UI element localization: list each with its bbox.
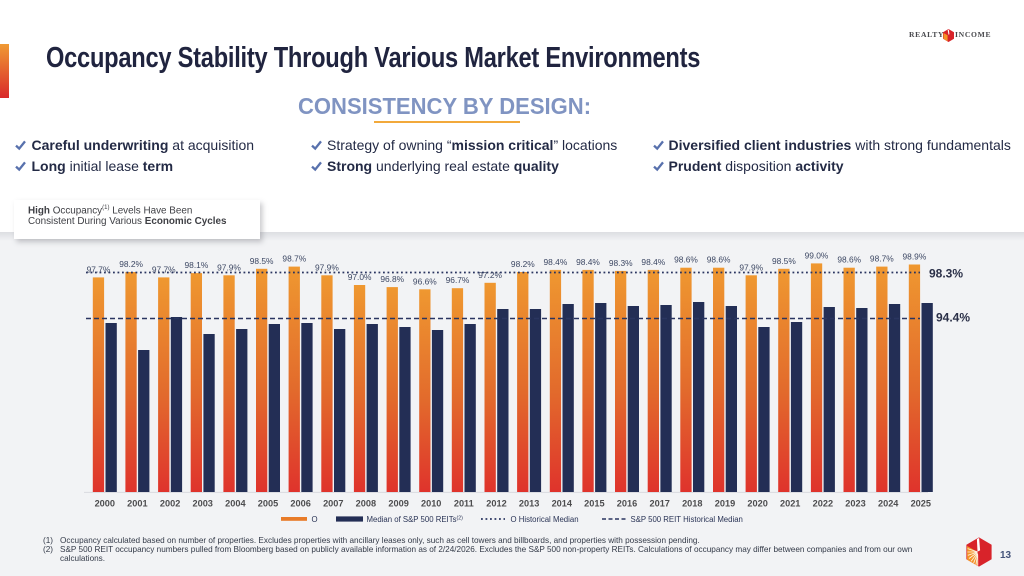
- svg-text:2010: 2010: [421, 499, 441, 509]
- svg-text:2024: 2024: [878, 499, 899, 509]
- svg-text:Median of S&P 500 REITs(2): Median of S&P 500 REITs(2): [367, 515, 464, 524]
- svg-text:98.3%: 98.3%: [929, 267, 963, 281]
- svg-text:2008: 2008: [356, 499, 376, 509]
- svg-text:97.9%: 97.9%: [739, 262, 763, 272]
- svg-text:2025: 2025: [911, 499, 931, 509]
- svg-text:98.2%: 98.2%: [511, 259, 535, 269]
- svg-text:2001: 2001: [127, 499, 147, 509]
- svg-text:2018: 2018: [682, 499, 702, 509]
- svg-text:98.1%: 98.1%: [185, 260, 209, 270]
- svg-text:2015: 2015: [584, 499, 604, 509]
- svg-text:2019: 2019: [715, 499, 735, 509]
- svg-text:98.4%: 98.4%: [544, 257, 568, 267]
- svg-text:98.4%: 98.4%: [576, 257, 600, 267]
- svg-text:98.5%: 98.5%: [250, 256, 274, 266]
- svg-text:96.6%: 96.6%: [413, 276, 437, 286]
- svg-text:2016: 2016: [617, 499, 637, 509]
- svg-text:98.7%: 98.7%: [870, 254, 894, 264]
- svg-text:98.7%: 98.7%: [282, 254, 306, 264]
- svg-text:O: O: [312, 515, 318, 524]
- svg-text:2011: 2011: [454, 499, 474, 509]
- svg-text:2000: 2000: [95, 499, 115, 509]
- svg-text:98.3%: 98.3%: [609, 258, 633, 268]
- svg-text:96.8%: 96.8%: [380, 274, 404, 284]
- svg-text:97.7%: 97.7%: [87, 264, 111, 274]
- svg-text:99.0%: 99.0%: [805, 250, 829, 260]
- svg-text:2002: 2002: [160, 499, 180, 509]
- svg-text:97.0%: 97.0%: [348, 272, 372, 282]
- svg-text:2022: 2022: [813, 499, 833, 509]
- svg-text:97.9%: 97.9%: [217, 262, 241, 272]
- svg-text:98.4%: 98.4%: [641, 257, 665, 267]
- svg-text:2004: 2004: [225, 499, 246, 509]
- svg-text:98.2%: 98.2%: [119, 259, 143, 269]
- svg-text:98.5%: 98.5%: [772, 256, 796, 266]
- svg-text:98.9%: 98.9%: [903, 252, 927, 262]
- svg-text:96.7%: 96.7%: [446, 275, 470, 285]
- svg-text:98.6%: 98.6%: [707, 255, 731, 265]
- svg-text:2006: 2006: [290, 499, 310, 509]
- svg-text:98.6%: 98.6%: [674, 255, 698, 265]
- svg-text:98.6%: 98.6%: [837, 255, 861, 265]
- svg-text:2023: 2023: [845, 499, 865, 509]
- svg-text:2020: 2020: [747, 499, 767, 509]
- svg-text:2021: 2021: [780, 499, 800, 509]
- svg-text:2007: 2007: [323, 499, 343, 509]
- svg-text:2005: 2005: [258, 499, 278, 509]
- svg-text:2009: 2009: [388, 499, 408, 509]
- svg-text:94.4%: 94.4%: [936, 311, 970, 325]
- svg-text:2013: 2013: [519, 499, 539, 509]
- svg-text:97.9%: 97.9%: [315, 262, 339, 272]
- svg-text:97.2%: 97.2%: [478, 270, 502, 280]
- svg-text:S&P 500 REIT Historical Median: S&P 500 REIT Historical Median: [631, 515, 743, 524]
- svg-text:2003: 2003: [192, 499, 212, 509]
- svg-text:2014: 2014: [552, 499, 573, 509]
- svg-text:O Historical Median: O Historical Median: [511, 515, 579, 524]
- svg-text:2017: 2017: [649, 499, 669, 509]
- svg-text:2012: 2012: [486, 499, 506, 509]
- svg-text:97.7%: 97.7%: [152, 264, 176, 274]
